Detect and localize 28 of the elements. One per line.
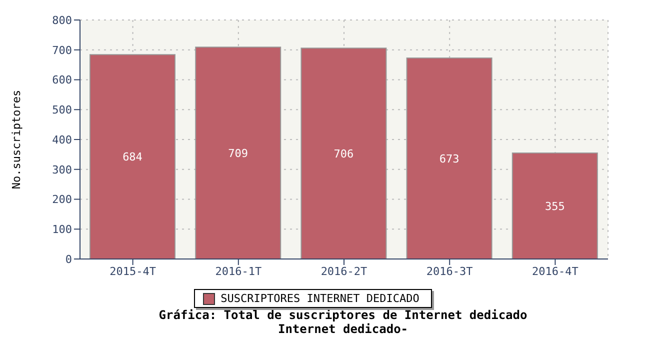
data-label: 709 [228, 147, 248, 160]
data-label: 355 [544, 200, 565, 213]
y-tick-label: 800 [52, 14, 72, 27]
bar [195, 46, 282, 259]
y-tick-label: 400 [52, 133, 72, 146]
x-tick-label: 2016-3T [426, 264, 474, 278]
x-tick-label: 2015-4T [110, 264, 156, 278]
x-tick-label: 2016-4T [532, 264, 579, 278]
y-tick-label: 0 [65, 252, 72, 266]
y-tick-label: 600 [52, 74, 72, 87]
bar [406, 57, 492, 259]
y-tick-label: 700 [52, 44, 72, 57]
bar [90, 54, 176, 259]
data-label: 673 [439, 152, 460, 166]
bar [300, 48, 387, 259]
y-tick-label: 200 [52, 193, 72, 206]
text: SUSCRIPTORES INTERNET DEDICADO [220, 292, 420, 305]
y-axis-title: No.suscriptores [10, 90, 23, 190]
text: Gráfica: Total de suscriptores de Internet dedicado [158, 308, 528, 322]
x-tick-label: 2016-1T [215, 264, 262, 278]
text: Internet dedicado- [276, 322, 410, 336]
data-label: 706 [334, 147, 354, 160]
x-tick-label: 2016-2T [320, 264, 368, 278]
y-tick-label: 500 [52, 104, 72, 117]
y-tick-label: 100 [52, 223, 72, 236]
data-label: 684 [122, 150, 143, 164]
y-tick-label: 300 [52, 163, 72, 176]
bar [512, 152, 598, 259]
